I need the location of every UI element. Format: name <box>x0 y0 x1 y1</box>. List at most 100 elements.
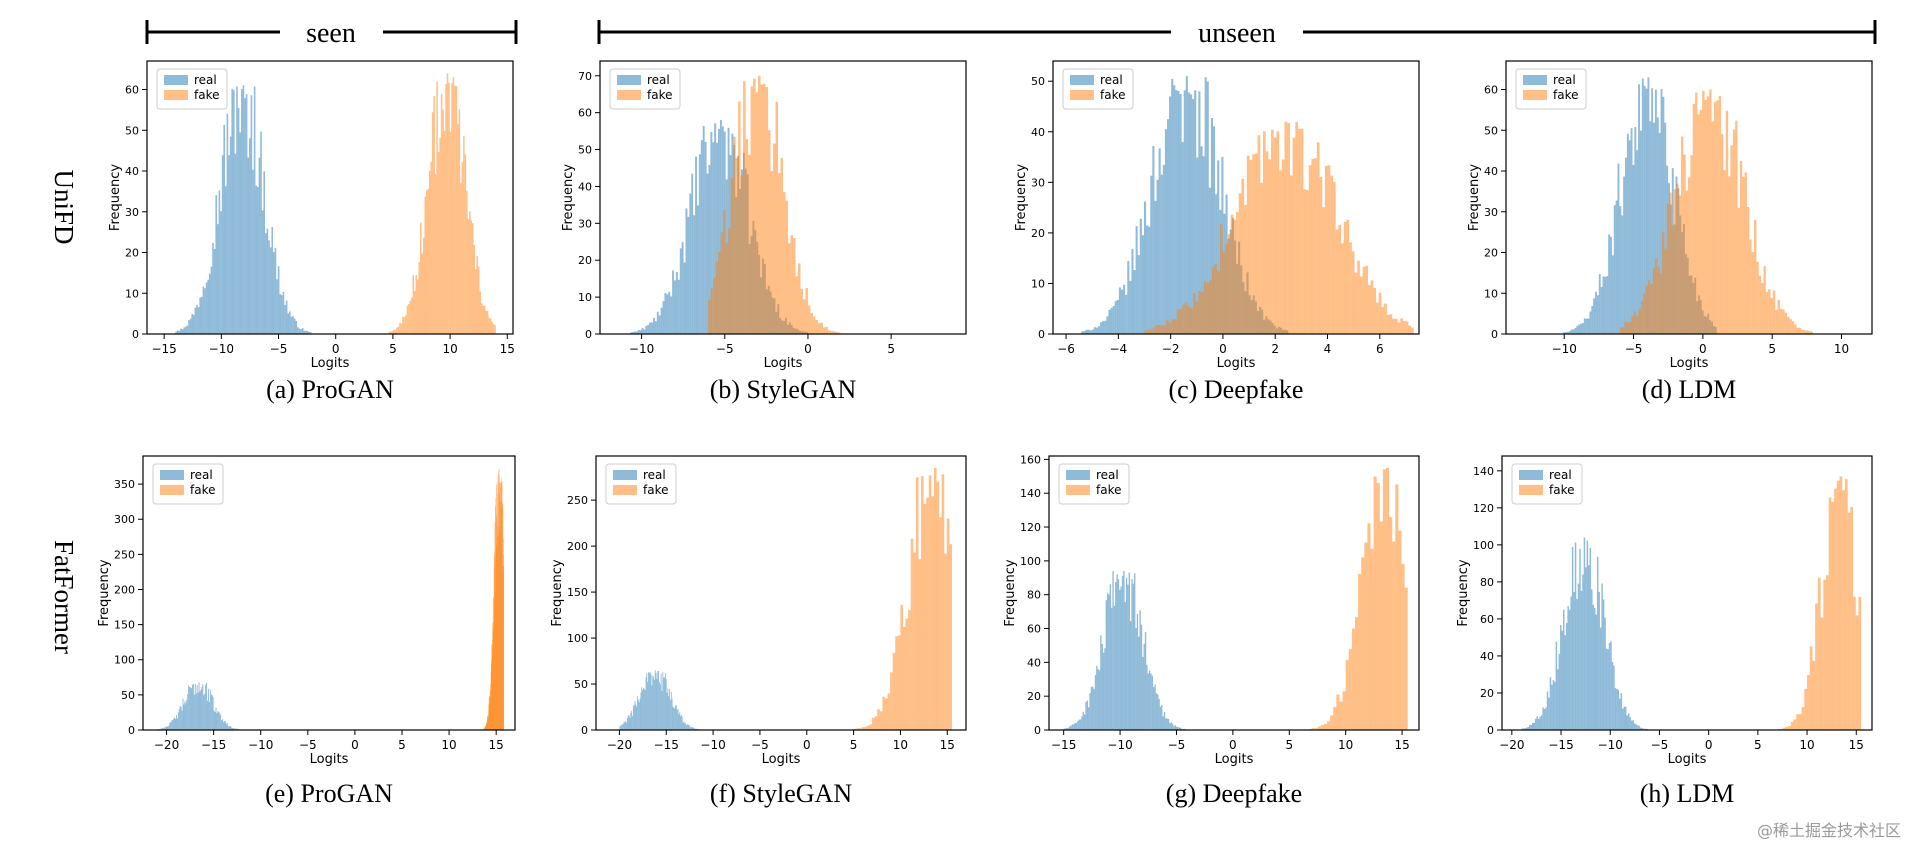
real-histogram-bar <box>1079 719 1082 730</box>
fake-histogram-bar <box>890 672 893 730</box>
real-histogram-bar <box>207 700 208 730</box>
x-tick-label: −20 <box>1499 738 1524 752</box>
real-histogram-bar <box>289 311 291 334</box>
fake-histogram-bar <box>768 130 771 334</box>
fake-histogram-bar <box>753 78 756 334</box>
fake-histogram-bar <box>900 604 904 730</box>
fake-histogram-bar <box>1768 289 1771 334</box>
plot-frame <box>142 455 516 731</box>
x-tick-label: 0 <box>803 738 811 752</box>
real-histogram-bar <box>185 703 187 730</box>
x-tick-label: 4 <box>1324 342 1332 356</box>
real-histogram-bar <box>231 88 234 334</box>
real-histogram-bar <box>1623 176 1626 334</box>
real-histogram-bar <box>1180 727 1182 730</box>
real-histogram-bar <box>1141 235 1144 334</box>
real-histogram-bar <box>236 728 238 730</box>
panel-caption: (h) LDM <box>1640 779 1735 808</box>
fake-histogram-bar <box>1364 542 1368 730</box>
real-histogram-bar <box>679 248 682 334</box>
y-tick-label: 80 <box>1480 576 1494 589</box>
fake-legend-label: fake <box>1549 483 1574 497</box>
fake-histogram-bar <box>1284 121 1288 334</box>
real-histogram-bar <box>1576 325 1579 334</box>
fake-histogram-bar <box>1709 89 1712 335</box>
real-histogram-bar <box>1070 725 1072 730</box>
fake-histogram-bar <box>1225 243 1228 334</box>
real-histogram-bar <box>202 286 205 334</box>
real-histogram-bar <box>218 190 221 334</box>
x-tick-label: 15 <box>1849 738 1864 752</box>
real-histogram-bar <box>301 327 304 334</box>
histogram-panel: −20 −15 −10 −5 0 5 10 15050100150200250LogitsFr… <box>550 455 967 808</box>
fake-histogram-bar <box>1626 322 1630 334</box>
real-histogram-bar <box>1148 670 1151 730</box>
x-tick-label: −15 <box>654 738 679 752</box>
real-histogram-bar <box>1090 686 1093 730</box>
real-histogram-bar <box>1073 724 1075 730</box>
plot-frame <box>1052 60 1420 335</box>
real-histogram-bar <box>1156 179 1159 334</box>
fake-histogram-bar <box>825 326 828 334</box>
real-histogram-bar <box>633 705 635 730</box>
fake-histogram-bar <box>1163 325 1167 334</box>
fake-legend-swatch <box>160 485 184 495</box>
fake-histogram-bar <box>480 303 483 334</box>
fake-histogram-bar <box>408 304 410 334</box>
fake-histogram-bar <box>457 124 459 334</box>
fake-histogram-bar <box>1332 181 1336 334</box>
fake-histogram-bar <box>1815 603 1818 730</box>
fake-histogram-bar <box>436 81 438 335</box>
fake-histogram-bar <box>1182 304 1185 334</box>
fake-histogram-bar <box>1798 714 1802 730</box>
real-histogram-bar <box>249 138 251 334</box>
real-histogram-bar <box>1164 129 1167 334</box>
real-histogram-bar <box>672 706 674 730</box>
real-histogram-bar <box>186 699 188 730</box>
real-histogram-bar <box>221 720 223 730</box>
real-histogram-bar <box>1574 542 1577 730</box>
real-histogram-bar <box>1567 606 1569 730</box>
fake-histogram-bar <box>458 109 461 334</box>
real-histogram-bar <box>658 315 661 334</box>
y-tick-label: 300 <box>114 513 135 526</box>
real-histogram-bar <box>182 698 184 730</box>
fake-histogram-bar <box>460 183 462 334</box>
real-histogram-bar <box>657 671 659 730</box>
x-tick-label: −15 <box>151 342 176 356</box>
real-histogram-bar <box>1183 90 1186 334</box>
fake-histogram-bar <box>1359 276 1363 334</box>
x-tick-label: −10 <box>1598 738 1623 752</box>
real-histogram-bar <box>1204 77 1207 335</box>
histogram-panel: −6 −4 −2 0 2 4 6 0 10 20 30 40 50 Logits Frequency real… <box>1014 60 1420 404</box>
fake-histogram-bar <box>1809 646 1813 730</box>
fake-histogram-bar <box>1306 190 1309 334</box>
real-histogram-bar <box>253 86 256 334</box>
real-histogram-bar <box>181 329 184 334</box>
real-legend-swatch <box>613 470 637 480</box>
real-histogram-bar <box>1579 548 1581 730</box>
row-label-fatformer: FatFormer <box>49 540 79 654</box>
real-histogram-bar <box>1206 81 1209 335</box>
real-histogram-bar <box>221 155 224 334</box>
fake-histogram-bar <box>1238 193 1242 334</box>
real-histogram-bar <box>183 327 185 334</box>
fake-histogram-bar <box>1652 268 1656 334</box>
real-histogram-bar <box>664 677 665 730</box>
real-histogram-bar <box>191 684 193 730</box>
real-histogram-bar <box>191 688 192 730</box>
real-histogram-bar <box>229 136 232 334</box>
real-histogram-bar <box>169 722 171 730</box>
fake-histogram-bar <box>1358 574 1362 730</box>
real-histogram-bar <box>1523 728 1525 730</box>
real-histogram-bar <box>659 681 660 730</box>
real-histogram-bar <box>632 705 634 730</box>
fake-histogram-bar <box>910 538 914 730</box>
real-histogram-bar <box>1570 596 1572 730</box>
y-tick-label: 30 <box>1031 176 1045 189</box>
fake-histogram-bar <box>1398 530 1402 730</box>
real-histogram-bar <box>1194 90 1197 334</box>
fake-histogram-bar <box>451 83 453 335</box>
real-histogram-bar <box>228 155 230 334</box>
real-legend-label: real <box>1100 73 1123 87</box>
